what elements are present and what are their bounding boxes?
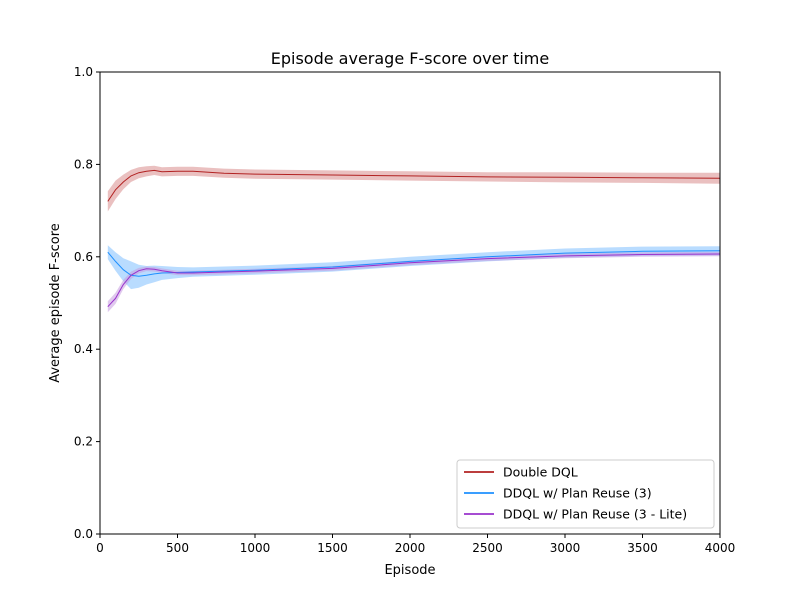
series-band-2 xyxy=(107,251,721,313)
x-axis-label: Episode xyxy=(384,563,435,578)
x-tick-label: 1000 xyxy=(240,541,271,555)
chart-title: Episode average F-score over time xyxy=(271,49,549,68)
legend-box xyxy=(456,459,715,529)
legend-entry-0: Double DQL xyxy=(503,465,578,480)
x-tick-label: 4000 xyxy=(705,541,736,555)
y-tick-label: 0.2 xyxy=(74,435,93,449)
x-tick-label: 1500 xyxy=(317,541,348,555)
legend: Double DQL DDQL w/ Plan Reuse (3) DDQL w/ … xyxy=(456,459,715,529)
x-tick-label: 3000 xyxy=(550,541,581,555)
y-tick-label: 0.6 xyxy=(74,250,93,264)
x-tick-label: 2500 xyxy=(472,541,503,555)
y-tick-label: 0.0 xyxy=(74,527,93,541)
x-tick-label: 3500 xyxy=(627,541,658,555)
y-tick-label: 0.4 xyxy=(74,342,93,356)
x-tick-label: 500 xyxy=(166,541,189,555)
series-lines xyxy=(107,169,721,308)
y-tick-label: 0.8 xyxy=(74,157,93,171)
y-axis-label: Average episode F-score xyxy=(48,223,63,383)
y-axis-ticks: 0.0 0.2 0.4 0.6 0.8 1.0 xyxy=(74,65,100,541)
series-line-2 xyxy=(107,253,721,308)
x-axis-ticks: 0 500 1000 1500 2000 2500 3000 3500 4000 xyxy=(96,534,735,555)
y-tick-label: 1.0 xyxy=(74,65,93,79)
legend-entry-2: DDQL w/ Plan Reuse (3 - Lite) xyxy=(503,507,687,522)
x-tick-label: 2000 xyxy=(395,541,426,555)
legend-entry-1: DDQL w/ Plan Reuse (3) xyxy=(503,486,652,501)
series-line-1 xyxy=(107,250,721,277)
series-line-0 xyxy=(107,169,721,202)
x-tick-label: 0 xyxy=(96,541,104,555)
